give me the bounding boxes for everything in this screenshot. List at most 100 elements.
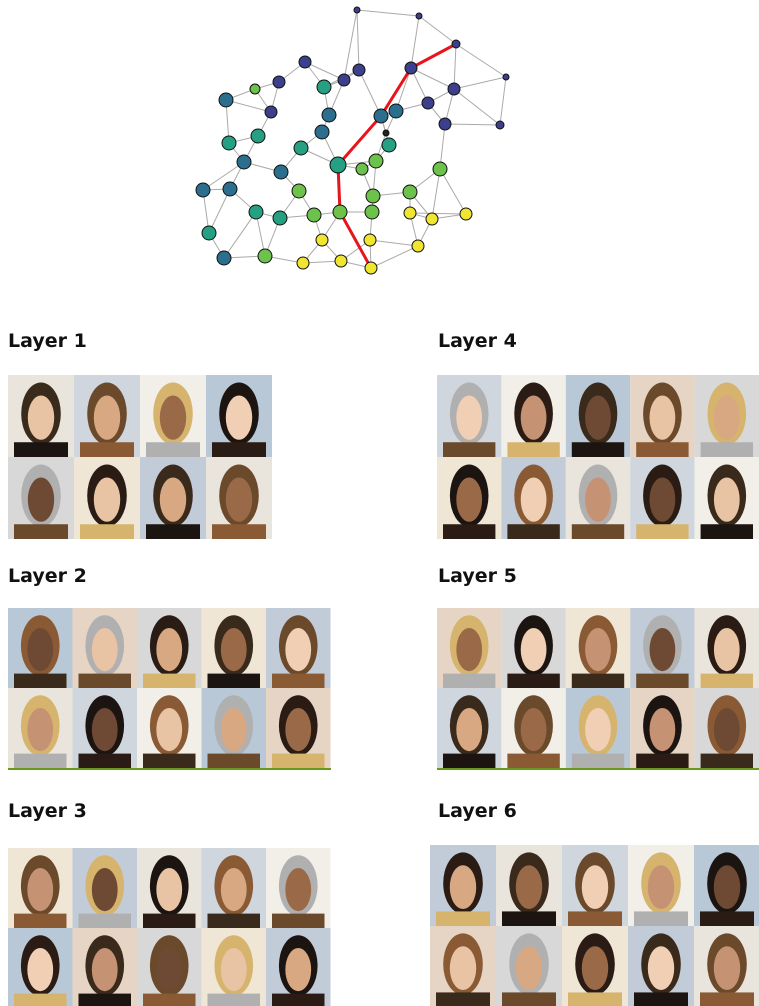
node xyxy=(272,75,286,89)
photo-face xyxy=(159,395,187,440)
edge xyxy=(356,9,360,71)
node xyxy=(438,117,452,131)
photo-face xyxy=(225,395,253,440)
photo-face xyxy=(515,865,543,909)
photo-face xyxy=(581,946,609,990)
node xyxy=(315,233,329,247)
photo-shoulders xyxy=(272,753,325,768)
edge xyxy=(358,69,382,117)
node xyxy=(355,162,369,176)
photo-face xyxy=(649,395,676,440)
node xyxy=(411,239,425,253)
photo-shoulders xyxy=(143,913,196,928)
photo-shoulders xyxy=(436,992,490,1006)
photo-shoulders xyxy=(568,911,622,926)
photo-face xyxy=(585,395,611,440)
photo-shoulders xyxy=(700,442,753,457)
edge xyxy=(370,245,419,269)
layer-title: Layer 5 xyxy=(438,565,517,587)
node xyxy=(381,137,397,153)
photo-shoulders xyxy=(636,524,689,539)
node xyxy=(329,156,347,174)
edge xyxy=(410,67,455,90)
edge xyxy=(208,188,231,234)
node xyxy=(382,129,390,137)
photo-face xyxy=(649,628,676,672)
edge xyxy=(439,168,467,215)
node xyxy=(373,108,389,124)
photo-face xyxy=(649,477,676,522)
photo-shoulders xyxy=(143,993,196,1006)
photo-face xyxy=(520,628,547,672)
photo-shoulders xyxy=(636,442,689,457)
node xyxy=(363,233,377,247)
photo-face xyxy=(93,477,121,522)
edge xyxy=(418,15,457,45)
photo-face xyxy=(647,865,675,909)
photo-face xyxy=(585,628,611,672)
photo-face xyxy=(456,628,483,672)
edge xyxy=(439,123,446,170)
photo-face xyxy=(220,868,247,912)
photo-shoulders xyxy=(207,673,260,688)
edge xyxy=(444,123,501,126)
photo-face xyxy=(520,395,547,440)
node xyxy=(296,256,310,270)
photo-face xyxy=(91,868,118,912)
photo-face xyxy=(585,477,611,522)
node xyxy=(337,73,351,87)
edge xyxy=(409,212,467,215)
photo-face xyxy=(27,948,54,992)
photo-face xyxy=(713,946,741,990)
node xyxy=(451,39,461,49)
photo-face xyxy=(713,708,740,752)
photo-face xyxy=(159,477,187,522)
photo-face xyxy=(27,868,54,912)
edge xyxy=(431,168,441,220)
photo-face xyxy=(456,708,483,752)
node xyxy=(334,254,348,268)
node xyxy=(316,79,332,95)
edge xyxy=(455,43,507,78)
layer-title: Layer 1 xyxy=(8,330,87,352)
node xyxy=(364,204,380,220)
photo-shoulders xyxy=(571,442,625,457)
node xyxy=(353,6,361,14)
photo-face xyxy=(713,395,740,440)
node xyxy=(404,61,418,75)
photo-face xyxy=(285,628,312,672)
photo-shoulders xyxy=(502,992,556,1006)
photo-face xyxy=(713,628,740,672)
photo-shoulders xyxy=(146,442,200,457)
photo-shoulders xyxy=(272,913,325,928)
photo-shoulders xyxy=(80,442,134,457)
photo-face xyxy=(225,477,253,522)
photo-face xyxy=(585,708,611,752)
photo-shoulders xyxy=(443,442,496,457)
photo-face xyxy=(27,708,54,752)
node xyxy=(425,212,439,226)
edge xyxy=(453,76,507,90)
node xyxy=(236,154,252,170)
edge xyxy=(499,76,507,126)
photo-face xyxy=(713,865,741,909)
edge xyxy=(225,99,272,113)
node xyxy=(273,164,289,180)
edge xyxy=(410,15,420,69)
photo-shoulders xyxy=(700,673,753,688)
highlight-path xyxy=(336,42,457,269)
photo-face xyxy=(91,628,118,672)
photo-shoulders xyxy=(14,993,67,1006)
node xyxy=(447,82,461,96)
photo-shoulders xyxy=(14,524,68,539)
photo-shoulders xyxy=(143,673,196,688)
photo-face xyxy=(220,628,247,672)
layer-title: Layer 3 xyxy=(8,800,87,822)
node xyxy=(321,107,337,123)
edge xyxy=(343,9,358,81)
photo-shoulders xyxy=(207,913,260,928)
node xyxy=(415,12,423,20)
photo-face xyxy=(156,708,183,752)
